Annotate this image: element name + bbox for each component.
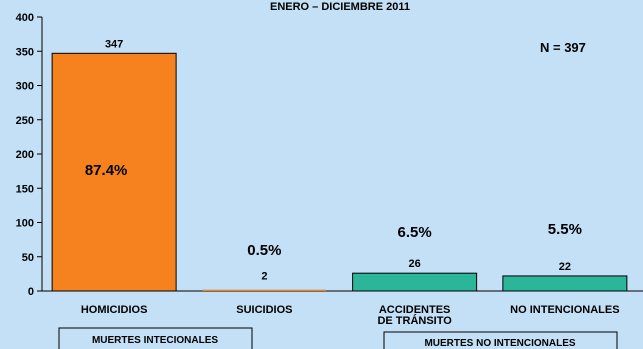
percent-label: 5.5% [548, 221, 582, 238]
percent-label: 87.4% [85, 162, 128, 179]
percent-label: 0.5% [247, 242, 281, 259]
y-tick-label: 150 [16, 183, 34, 195]
category-labels: HOMICIDIOS SUICIDIOS ACCIDENTES DE TRÁNSITO… [81, 304, 620, 327]
value-label: 347 [105, 38, 123, 50]
data-labels: 347 87.4% 2 0.5% 26 6.5% 22 5.5% [85, 38, 582, 282]
bar-0 [51, 52, 177, 292]
bar-1 [202, 289, 327, 291]
sample-size-annotation: N = 397 [540, 40, 586, 55]
group-box-non-intentional [383, 331, 618, 349]
bar-2 [352, 272, 478, 292]
category-label: HOMICIDIOS [81, 304, 148, 316]
bars [51, 52, 628, 292]
y-tick-label: 100 [16, 218, 34, 230]
y-tick-label: 400 [16, 12, 34, 24]
y-tick-label: 300 [16, 81, 34, 93]
percent-label: 6.5% [398, 224, 432, 241]
group-label-non-intentional: MUERTES NO INTENCIONALES [424, 338, 575, 349]
value-label: 22 [559, 261, 571, 273]
category-label: NO INTENCIONALES [510, 304, 619, 316]
bar-3 [502, 275, 628, 292]
category-label: SUICIDIOS [236, 304, 292, 316]
y-axis-ticks: 0 50 100 150 200 250 300 350 400 [16, 12, 42, 298]
category-label: ACCIDENTES DE TRÁNSITO [377, 304, 452, 327]
y-tick-label: 0 [28, 286, 34, 298]
y-tick-label: 200 [16, 149, 34, 161]
y-tick-label: 50 [22, 252, 34, 264]
value-label: 2 [261, 271, 267, 283]
group-box-intentional [58, 327, 253, 349]
chart-title: ENERO – DICIEMBRE 2011 [270, 1, 410, 13]
y-tick-label: 350 [16, 46, 34, 58]
y-tick-label: 250 [16, 115, 34, 127]
value-label: 26 [409, 258, 421, 270]
group-label-intentional: MUERTES INTECIONALES [92, 335, 218, 346]
